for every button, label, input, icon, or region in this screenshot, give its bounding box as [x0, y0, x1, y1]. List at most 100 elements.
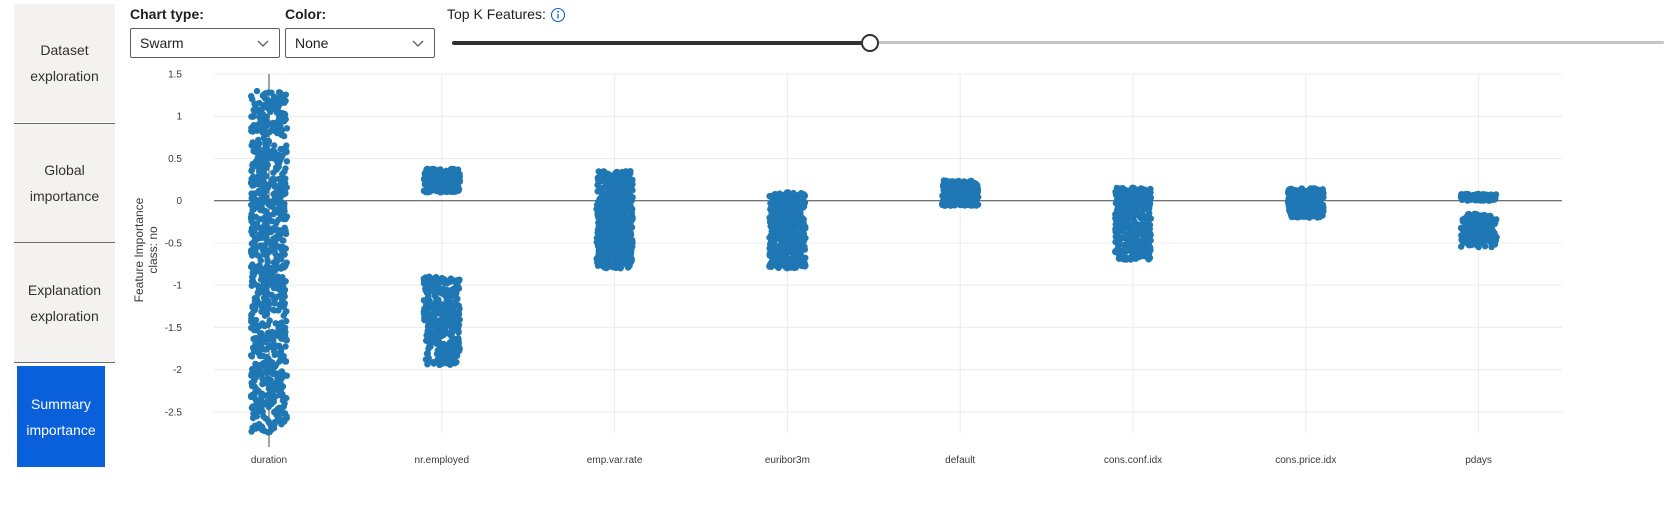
data-point: [1116, 255, 1123, 262]
data-point: [282, 146, 289, 153]
data-point: [439, 182, 446, 189]
data-point: [277, 89, 284, 96]
data-point: [274, 129, 281, 137]
data-point: [625, 208, 632, 215]
data-point: [1133, 232, 1140, 239]
slider-thumb[interactable]: [861, 34, 880, 52]
data-point: [249, 139, 256, 146]
data-point: [1147, 185, 1154, 193]
data-point: [1123, 247, 1131, 255]
data-point: [942, 201, 949, 208]
data-point: [256, 253, 263, 260]
data-point: [619, 180, 626, 187]
nav-label-line1: Explanation: [27, 281, 102, 298]
data-point: [275, 216, 282, 224]
data-point: [275, 151, 283, 159]
data-point: [261, 156, 268, 163]
data-point: [1475, 243, 1482, 251]
data-point: [442, 173, 449, 180]
data-point: [275, 326, 282, 333]
data-point: [973, 201, 980, 209]
data-point: [267, 239, 274, 247]
data-point: [1291, 192, 1299, 200]
data-point: [945, 196, 953, 203]
data-point: [1146, 221, 1154, 229]
data-point: [270, 306, 277, 314]
data-point: [432, 322, 439, 330]
data-point: [1139, 219, 1147, 226]
data-point: [612, 193, 620, 200]
data-point: [1288, 185, 1295, 192]
data-point: [255, 175, 262, 182]
data-point: [249, 304, 256, 311]
data-point: [429, 311, 436, 318]
data-point: [281, 332, 289, 339]
data-point: [272, 342, 279, 349]
data-point: [627, 187, 634, 194]
data-point: [598, 230, 605, 237]
data-point: [265, 419, 273, 426]
data-point: [446, 306, 453, 313]
data-point: [447, 322, 454, 330]
data-point: [260, 282, 267, 289]
data-point: [265, 199, 272, 207]
data-point: [796, 255, 803, 263]
data-point: [1314, 205, 1321, 212]
data-point: [421, 309, 428, 316]
data-point: [801, 261, 809, 268]
data-point: [258, 110, 265, 118]
data-point: [775, 194, 782, 201]
data-point: [939, 192, 946, 199]
nav-explanation-exploration[interactable]: Explanation exploration: [14, 243, 115, 362]
data-point: [277, 353, 284, 360]
data-point: [617, 264, 624, 271]
data-point: [790, 258, 797, 265]
data-point: [454, 166, 462, 173]
data-point: [433, 185, 440, 192]
data-point: [1145, 239, 1153, 246]
data-point: [1137, 250, 1144, 258]
data-point: [265, 364, 272, 372]
data-point: [1136, 199, 1144, 207]
data-point: [255, 136, 262, 144]
data-point: [628, 257, 635, 265]
data-point: [961, 182, 968, 190]
data-point: [258, 164, 265, 171]
top-k-slider[interactable]: [452, 34, 1664, 52]
chevron-down-icon: [257, 40, 269, 47]
data-point: [973, 188, 981, 195]
data-point: [1474, 190, 1481, 198]
data-point: [1120, 225, 1127, 233]
data-point: [601, 264, 608, 271]
x-tick-label: emp.var.rate: [587, 455, 643, 466]
color-dropdown[interactable]: None: [285, 28, 435, 58]
nav-dataset-exploration[interactable]: Dataset exploration: [14, 4, 115, 122]
data-point: [964, 193, 971, 200]
chart-type-dropdown[interactable]: Swarm: [130, 28, 280, 58]
data-point: [258, 368, 265, 376]
x-tick-label: euribor3m: [765, 455, 810, 466]
y-tick-label: -0.5: [165, 238, 183, 249]
data-point: [260, 223, 267, 230]
data-point: [1470, 229, 1477, 236]
data-point: [258, 406, 265, 413]
data-point: [445, 168, 452, 175]
info-icon[interactable]: [550, 7, 566, 23]
data-point: [270, 169, 277, 176]
data-point: [1319, 201, 1327, 209]
data-point: [248, 249, 255, 256]
data-point: [275, 109, 283, 116]
data-point: [428, 187, 435, 194]
data-point: [940, 177, 948, 185]
data-point: [433, 275, 440, 282]
data-point: [281, 324, 289, 331]
data-point: [628, 224, 636, 231]
data-point: [450, 301, 457, 308]
x-tick-label: cons.price.idx: [1275, 455, 1336, 466]
nav-global-importance[interactable]: Global importance: [14, 124, 115, 242]
nav-summary-importance[interactable]: Summary importance: [17, 366, 105, 467]
data-point: [1116, 187, 1124, 194]
data-point: [1135, 209, 1142, 216]
data-point: [260, 134, 268, 141]
data-point: [280, 203, 288, 210]
